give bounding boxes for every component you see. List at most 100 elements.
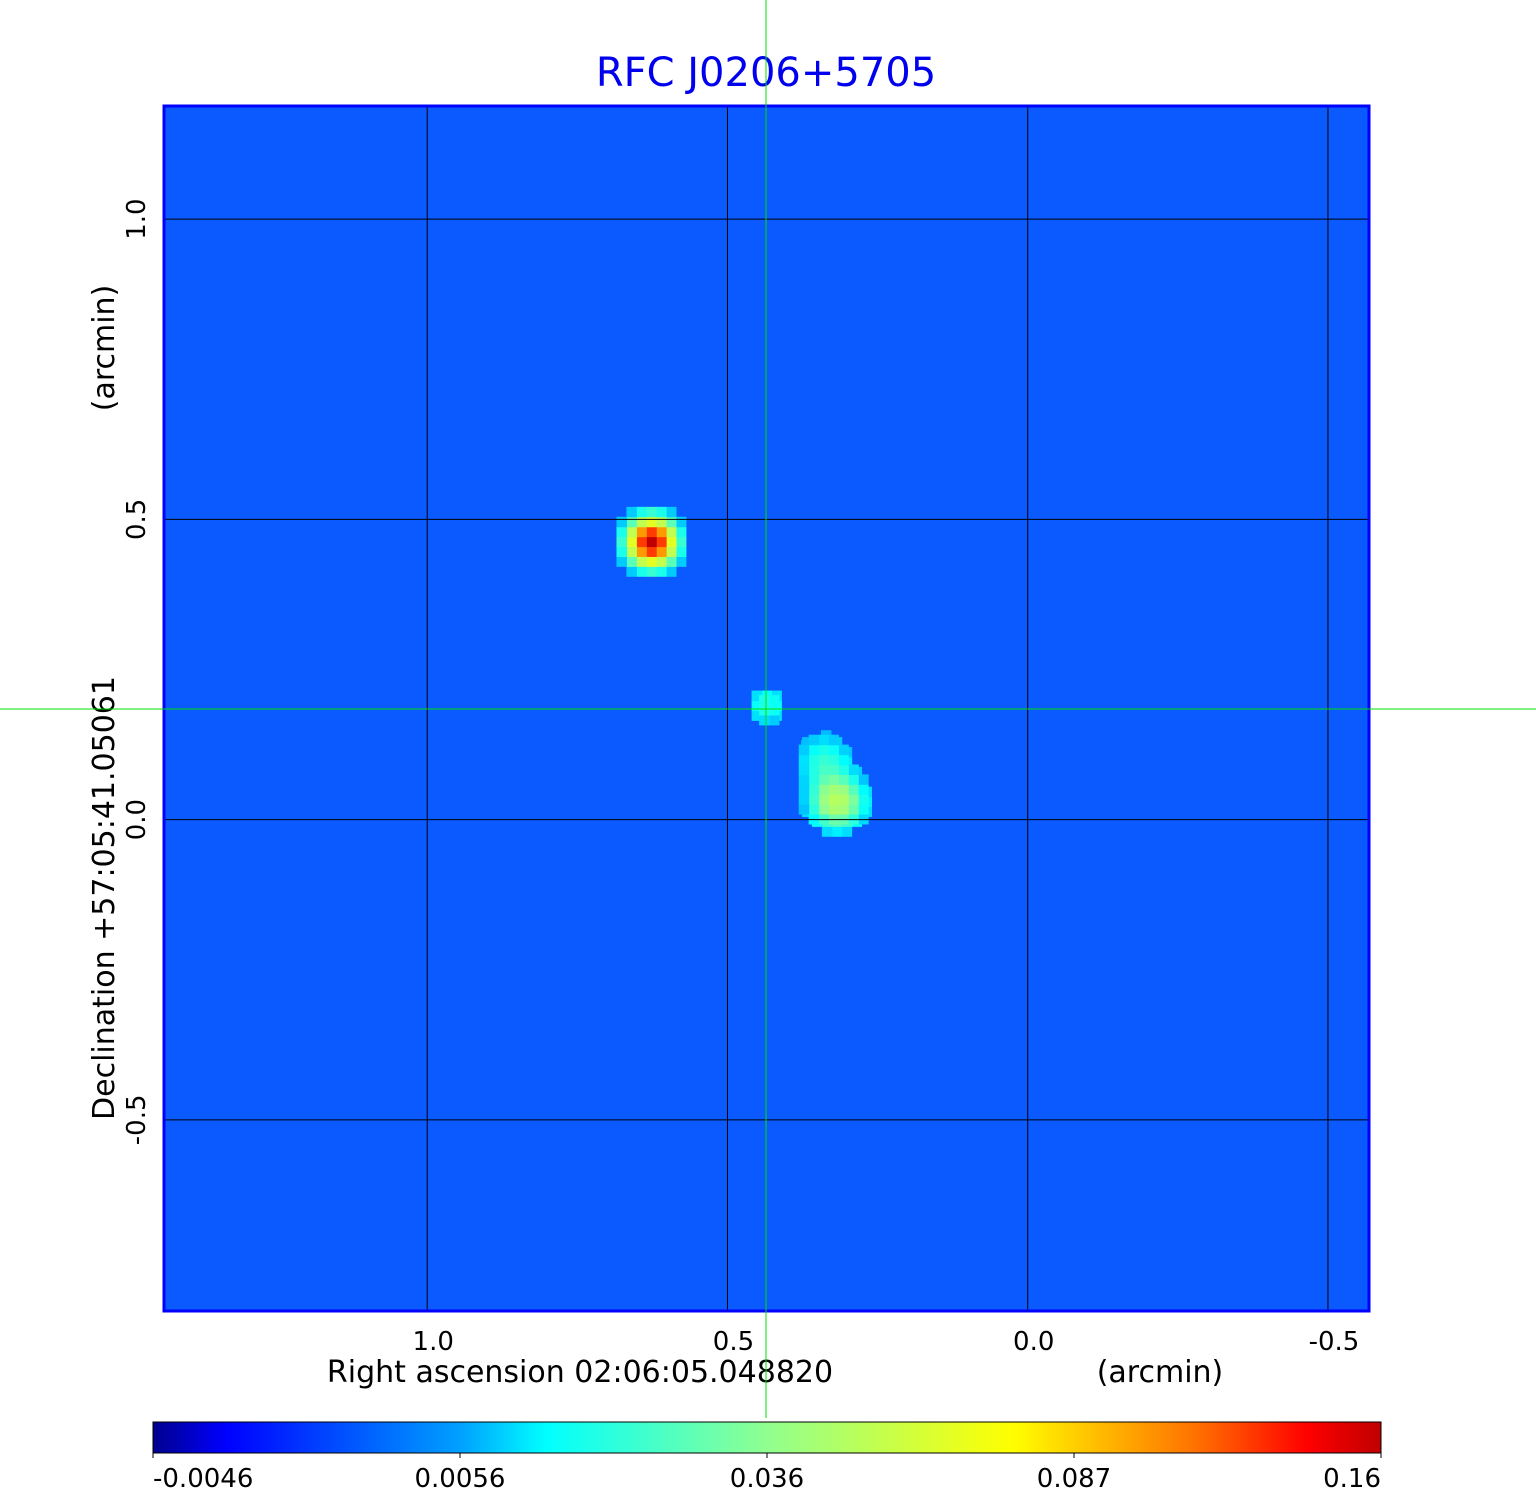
map-pixel (759, 714, 770, 726)
map-pixel (838, 794, 849, 805)
map-pixel (666, 566, 677, 577)
colorbar-tick-label: 0.16 (1323, 1464, 1381, 1494)
map-pixel (828, 774, 839, 785)
map-pixel (848, 774, 859, 785)
y-tick-label: -0.5 (122, 1094, 152, 1145)
map-pixel (798, 784, 810, 795)
map-pixel (808, 804, 820, 815)
x-tick-label: 0.0 (1013, 1327, 1054, 1357)
map-pixel (751, 690, 763, 702)
map-pixel (821, 826, 833, 837)
map-pixel (802, 737, 813, 748)
map-pixel (808, 744, 820, 756)
map-pixel (828, 784, 839, 795)
map-pixel (636, 566, 647, 577)
map-pixel (666, 556, 677, 567)
map-pixel (818, 774, 830, 785)
map-pixel (666, 506, 677, 518)
map-pixel (818, 804, 830, 815)
map-pixel (626, 566, 637, 577)
map-pixel (636, 526, 647, 538)
map-pixel (646, 506, 657, 518)
map-pixel (858, 804, 869, 815)
map-pixel (626, 526, 637, 538)
map-pixel (626, 506, 637, 518)
map-pixel (798, 794, 810, 805)
map-pixel (636, 536, 647, 548)
map-pixel (858, 784, 869, 795)
map-pixel (666, 546, 677, 557)
map-pixel (616, 546, 627, 557)
map-pixel (848, 804, 859, 815)
map-pixel (808, 734, 820, 746)
map-pixel (828, 754, 839, 766)
map-pixel (751, 700, 763, 711)
map-pixel (626, 516, 637, 528)
map-pixel (626, 546, 637, 557)
colorbar-tick-label: 0.087 (1037, 1464, 1111, 1494)
map-pixel (646, 516, 657, 528)
y-tick-label: 0.0 (122, 799, 152, 840)
map-pixel (646, 556, 657, 567)
map-pixel (858, 794, 869, 805)
map-pixel (838, 804, 849, 815)
map-pixel (828, 804, 839, 815)
map-pixel (848, 794, 859, 805)
map-pixel (828, 734, 839, 746)
x-tick-label: -0.5 (1309, 1327, 1360, 1357)
map-pixel (616, 536, 627, 548)
colorbar-tick-label: -0.0046 (153, 1464, 253, 1494)
map-pixel (675, 546, 687, 557)
x-tick-label: 1.0 (413, 1327, 454, 1357)
map-pixel (818, 784, 830, 795)
map-pixel (646, 566, 657, 577)
map-pixel (675, 556, 687, 567)
map-pixel (656, 546, 667, 557)
map-pixel (636, 546, 647, 557)
map-pixel (666, 536, 677, 548)
map-pixel (675, 516, 687, 528)
map-pixel (818, 764, 830, 775)
map-pixel (848, 764, 859, 775)
map-pixel (838, 784, 849, 795)
map-pixel (666, 516, 677, 528)
map-pixel (675, 536, 687, 548)
colorbar-tick-label: 0.036 (730, 1464, 804, 1494)
map-pixel (636, 556, 647, 567)
colorbar (152, 1421, 1382, 1454)
map-pixel (759, 705, 770, 716)
map-pixel (636, 506, 647, 518)
map-pixel (675, 526, 687, 538)
map-pixel (828, 764, 839, 775)
map-pixel (831, 826, 843, 837)
map-pixel (656, 506, 667, 518)
map-pixel (769, 714, 780, 726)
map-pixel (656, 556, 667, 567)
y-tick-label: 1.0 (122, 198, 152, 239)
map-pixel (646, 526, 657, 538)
map-pixel (656, 536, 667, 548)
map-pixel (616, 526, 627, 538)
map-pixel (759, 695, 770, 706)
map-pixel (818, 794, 830, 805)
x-axis-unit: (arcmin) (1097, 1355, 1224, 1390)
map-pixel (818, 744, 830, 756)
map-pixel (808, 784, 820, 795)
x-axis-label: Right ascension 02:06:05.048820 (327, 1355, 833, 1390)
map-pixel (646, 536, 657, 548)
map-pixel (818, 754, 830, 766)
map-pixel (626, 556, 637, 567)
map-pixel (616, 556, 627, 567)
map-pixel (656, 566, 667, 577)
map-pixel (798, 774, 810, 785)
map-pixel (636, 516, 647, 528)
map-pixel (838, 754, 849, 766)
map-pixel (798, 764, 810, 775)
map-pixel (769, 705, 780, 716)
y-tick-label: 0.5 (122, 499, 152, 540)
map-pixel (798, 804, 810, 815)
map-pixel (848, 784, 859, 795)
map-pixel (666, 526, 677, 538)
colorbar-tick-label: 0.0056 (415, 1464, 506, 1494)
map-pixel (656, 516, 667, 528)
